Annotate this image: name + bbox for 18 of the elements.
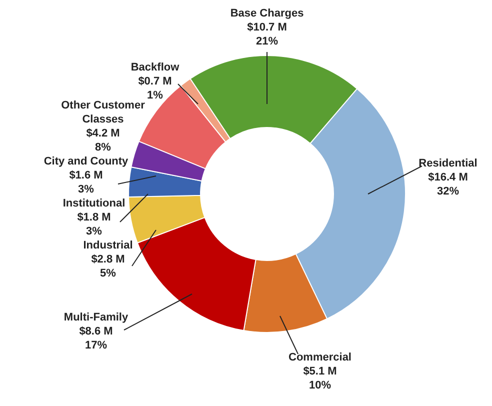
data-label: $5.1 M 10%	[303, 366, 337, 392]
data-label: $2.8 M 5%	[91, 254, 125, 280]
slice-label: City and County	[44, 156, 130, 168]
data-label: $0.7 M 1%	[138, 76, 172, 102]
slice-label: Residential	[418, 158, 478, 170]
slice-label: Institutional	[62, 198, 126, 210]
data-label: $8.6 M 17%	[79, 326, 113, 352]
slice-label: Base Charges	[230, 8, 304, 20]
data-label: $16.4 M 32%	[428, 172, 468, 198]
data-label: $1.6 M 3%	[69, 170, 103, 196]
data-label: $1.8 M 3%	[77, 212, 111, 238]
data-label: $4.2 M 8%	[86, 128, 120, 154]
slice-label: Multi-Family	[64, 312, 129, 324]
data-label: $10.7 M 21%	[247, 22, 287, 48]
slice-label: Backflow	[130, 62, 180, 74]
slice-label: Commercial	[288, 352, 352, 364]
slice-label: Industrial	[83, 240, 133, 252]
slice-label: Other Customer Classes	[61, 100, 146, 126]
